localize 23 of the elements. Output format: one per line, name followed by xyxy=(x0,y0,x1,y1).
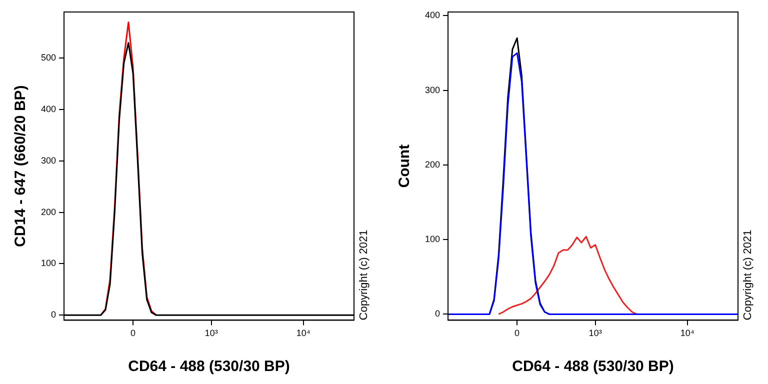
x-tick-label: 10⁴ xyxy=(680,328,694,338)
y-tick-label: 200 xyxy=(40,206,56,217)
y-tick-label: 400 xyxy=(40,104,56,114)
y-tick-label: 0 xyxy=(435,308,440,319)
y-tick-label: 400 xyxy=(424,10,440,20)
y-tick-label: 100 xyxy=(424,234,440,244)
x-tick-label: 0 xyxy=(514,328,520,338)
x-tick-label: 10³ xyxy=(204,328,218,338)
y-tick-label: 300 xyxy=(40,155,56,166)
y-axis-title: CD14 - 647 (660/20 BP) xyxy=(12,85,30,247)
x-tick-label: 10³ xyxy=(588,328,602,338)
text: Copyright (c) 2021 xyxy=(358,230,370,320)
text: Copyright (c) 2021 xyxy=(742,230,754,320)
y-axis-title: Count xyxy=(396,144,414,188)
y-tick-label: 300 xyxy=(424,84,440,95)
x-tick-label: 10⁴ xyxy=(296,328,310,338)
x-tick-label: 0 xyxy=(130,328,136,338)
x-axis-title: CD64 - 488 (530/30 BP) xyxy=(128,358,290,376)
y-tick-label: 500 xyxy=(40,52,56,63)
y-tick-label: 200 xyxy=(424,159,440,170)
y-tick-label: 100 xyxy=(40,258,56,268)
x-axis-title: CD64 - 488 (530/30 BP) xyxy=(512,358,674,376)
y-tick-label: 0 xyxy=(51,310,56,320)
